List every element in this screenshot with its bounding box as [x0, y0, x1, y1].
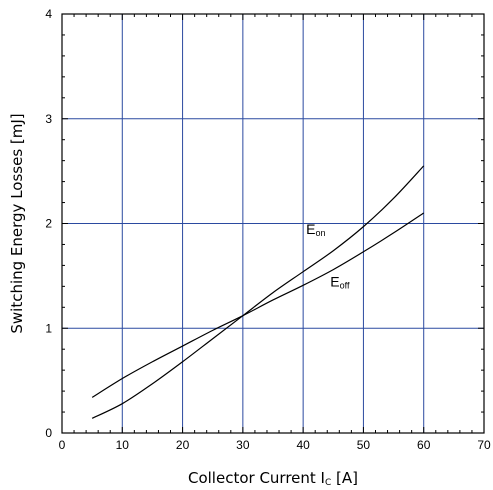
curves	[91, 165, 425, 419]
y-tick-label-3: 3	[45, 112, 52, 126]
series-label-on: Eon	[306, 221, 325, 238]
x-tick-label-20: 20	[176, 438, 190, 452]
x-tick-label-50: 50	[357, 438, 371, 452]
x-tick-label-60: 60	[417, 438, 431, 452]
x-axis-title: Collector Current IC [A]	[188, 469, 358, 488]
x-tick-label-10: 10	[116, 438, 130, 452]
y-tick-label-0: 0	[45, 426, 52, 440]
y-tick-labels: 0 1 2 3 4	[45, 7, 52, 440]
grid-lines	[62, 14, 484, 433]
series-label-off: Eoff	[330, 273, 350, 290]
y-tick-label-4: 4	[45, 7, 52, 21]
x-tick-label-40: 40	[296, 438, 310, 452]
x-tick-label-0: 0	[59, 438, 66, 452]
y-tick-label-1: 1	[45, 321, 52, 335]
x-tick-label-70: 70	[477, 438, 491, 452]
y-axis-title: Switching Energy Losses [mJ]	[8, 113, 26, 333]
tick-marks	[61, 13, 485, 434]
series-labels: Eon Eoff	[306, 221, 350, 290]
x-tick-labels: 0 10 20 30 40 50 60 70	[59, 438, 491, 452]
series-line-off	[91, 212, 425, 398]
x-tick-label-30: 30	[236, 438, 250, 452]
y-tick-label-2: 2	[45, 217, 52, 231]
series-line-on	[91, 165, 425, 419]
